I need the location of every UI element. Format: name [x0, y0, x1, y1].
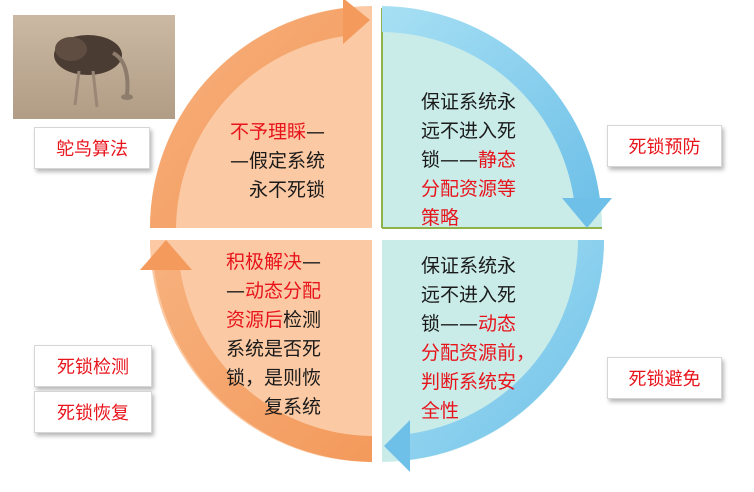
- arrow-head-top-right: [562, 198, 612, 228]
- arrow-top-left: [150, 8, 345, 228]
- label-deadlock-avoidance: 死锁避免: [607, 357, 722, 399]
- text-line: 保证系统永: [421, 252, 535, 281]
- label-deadlock-prevention: 死锁预防: [607, 125, 722, 167]
- arrow-bottom-left: [154, 268, 372, 462]
- text-line: 积极解决—: [226, 248, 321, 277]
- quadrant-top-right: [382, 8, 602, 228]
- arrow-head-bottom-right: [384, 420, 410, 472]
- text-static-prevention: 保证系统永远不进入死锁——静态分配资源等策略: [421, 88, 516, 233]
- text-line: 分配资源前，: [421, 339, 535, 368]
- text-line: 永不死锁: [230, 176, 325, 205]
- text-line: —动态分配: [226, 277, 321, 306]
- body-text: 复系统: [264, 396, 322, 418]
- highlight-text: 不予理睬: [230, 121, 307, 143]
- body-text: —: [302, 251, 322, 273]
- text-line: 资源后检测: [226, 306, 321, 335]
- arrow-head-bottom-left: [140, 240, 192, 270]
- text-line: 锁，是则恢: [226, 364, 321, 393]
- body-text: 永不死锁: [249, 179, 326, 201]
- ostrich-photo: [13, 15, 175, 119]
- quadrant-bottom-left: [150, 240, 372, 462]
- highlight-text: 判断系统安: [421, 371, 517, 393]
- body-text: —假定系统: [230, 150, 326, 172]
- text-ignore-deadlock: 不予理睬— —假定系统永不死锁: [230, 118, 325, 205]
- body-text: 锁，是则恢: [226, 367, 322, 389]
- text-line: 全性: [421, 397, 535, 426]
- arrow-head-top-left: [343, 0, 370, 44]
- text-line: 远不进入死: [421, 117, 516, 146]
- text-line: 保证系统永: [421, 88, 516, 117]
- body-text: 远不进入死: [421, 284, 517, 306]
- quadrant-bottom-right: [382, 240, 604, 462]
- body-text: —: [226, 280, 246, 302]
- label-ostrich-algorithm: 鸵鸟算法: [34, 127, 150, 169]
- arrow-bottom-right: [408, 240, 604, 460]
- highlight-text: 动态: [478, 313, 517, 335]
- body-text: 保证系统永: [421, 255, 517, 277]
- highlight-text: 静态: [478, 149, 517, 171]
- body-text: 检测: [283, 309, 322, 331]
- highlight-text: 分配资源等: [421, 178, 517, 200]
- highlight-text: 积极解决: [226, 251, 303, 273]
- text-line: 判断系统安: [421, 368, 535, 397]
- body-text: 系统是否死: [226, 338, 322, 360]
- text-detect-and-recover: 积极解决— —动态分配 资源后检测 系统是否死 锁，是则恢 复系统: [226, 248, 321, 422]
- highlight-text: 全性: [421, 400, 460, 422]
- highlight-text: 资源后: [226, 309, 284, 331]
- label-deadlock-detection: 死锁检测: [34, 345, 152, 387]
- text-line: 远不进入死: [421, 281, 535, 310]
- highlight-text: 分配资源前，: [421, 342, 536, 364]
- highlight-text: 动态分配: [245, 280, 322, 302]
- text-line: 策略: [421, 204, 516, 233]
- text-line: 不予理睬—: [230, 118, 325, 147]
- body-text: 锁——: [421, 149, 479, 171]
- text-line: 分配资源等: [421, 175, 516, 204]
- highlight-text: 策略: [421, 207, 460, 229]
- body-text: —: [306, 121, 326, 143]
- text-line: —假定系统: [230, 147, 325, 176]
- label-deadlock-recovery: 死锁恢复: [34, 391, 152, 433]
- body-text: 锁——: [421, 313, 479, 335]
- text-line: 锁——动态: [421, 310, 535, 339]
- body-text: 远不进入死: [421, 120, 517, 142]
- text-line: 锁——静态: [421, 146, 516, 175]
- quadrant-top-left: [150, 6, 372, 228]
- text-line: 系统是否死: [226, 335, 321, 364]
- body-text: 保证系统永: [421, 91, 517, 113]
- arrow-top-right: [382, 6, 600, 200]
- text-line: 复系统: [226, 393, 321, 422]
- text-dynamic-avoidance: 保证系统永远不进入死锁——动态分配资源前， 判断系统安全性: [421, 252, 535, 426]
